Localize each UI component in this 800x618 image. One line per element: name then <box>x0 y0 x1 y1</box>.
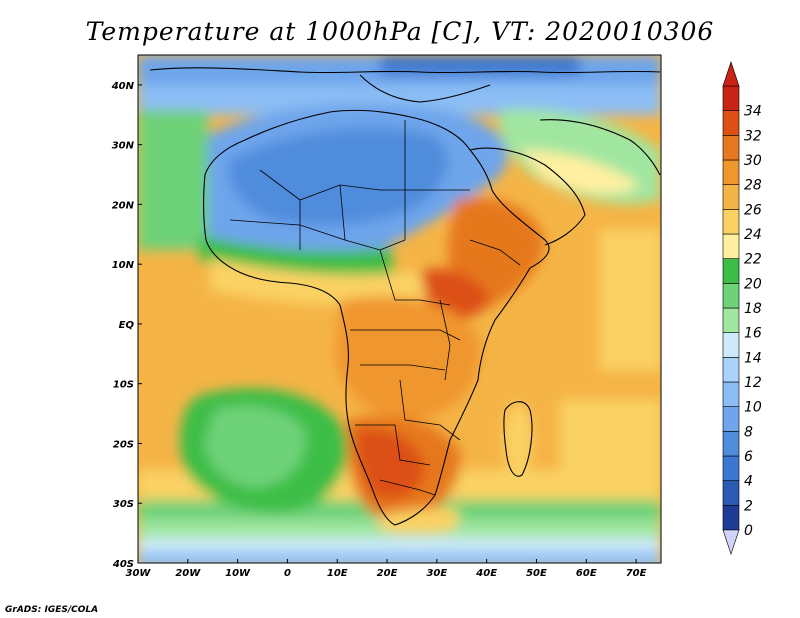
lon-tick-label: 60E <box>576 568 597 579</box>
colorbar-tick-label: 0 <box>744 523 753 539</box>
colorbar-swatch <box>722 258 740 284</box>
lon-tick-label: 40E <box>475 568 497 579</box>
colorbar-tick-label: 14 <box>744 350 762 366</box>
lat-tick-label: 30S <box>113 499 134 510</box>
colorbar-tick-label: 10 <box>744 400 762 416</box>
colorbar-tick-label: 4 <box>744 474 753 490</box>
lat-tick-label: 10N <box>112 260 135 271</box>
colorbar-tick-label: 32 <box>744 128 762 144</box>
lon-tick-label: 30W <box>126 568 152 579</box>
colorbar-tick-label: 26 <box>744 202 762 218</box>
map-axis-ticks: 30W 20W 10W 0 10E 20E 30E 40E 50E 60E 70E 40N 30N 20N… <box>111 81 647 579</box>
lat-tick-label: 20S <box>113 439 134 450</box>
colorbar-swatch <box>722 431 740 457</box>
colorbar-swatch <box>722 135 740 161</box>
lat-tick-label: 20N <box>112 200 135 211</box>
colorbar-tick-label: 8 <box>744 424 753 440</box>
map-frame <box>137 54 662 564</box>
colorbar-tick-label: 12 <box>744 375 762 391</box>
colorbar-tick-label: 16 <box>744 326 762 342</box>
lon-tick-label: 10E <box>327 568 348 579</box>
coastlines <box>149 67 661 526</box>
colorbar-swatch <box>722 406 740 432</box>
colorbar-over-arrow <box>722 61 740 87</box>
colorbar-swatch <box>722 159 740 185</box>
country-borders <box>229 120 521 496</box>
lon-tick-label: 30E <box>426 568 447 579</box>
colorbar-swatch <box>722 85 740 111</box>
colorbar-swatch <box>722 381 740 407</box>
lon-tick-label: 10W <box>225 568 251 579</box>
colorbar-tick-label: 20 <box>744 276 762 292</box>
colorbar-swatch <box>722 332 740 358</box>
colorbar-tick-label: 34 <box>744 104 762 120</box>
lon-tick-label: 20W <box>175 568 201 579</box>
lon-tick-label: 70E <box>626 568 647 579</box>
colorbar-swatch <box>722 357 740 383</box>
colorbar-tick-label: 18 <box>744 301 762 317</box>
lon-tick-label: 50E <box>526 568 547 579</box>
chart-title: Temperature at 1000hPa [C], VT: 20200103… <box>86 17 715 46</box>
lat-tick-label: 40N <box>111 81 135 92</box>
colorbar-swatch <box>722 455 740 481</box>
grads-credit: GrADS: IGES/COLA <box>5 605 98 615</box>
colorbar-swatch <box>722 209 740 235</box>
colorbar-tick-label: 28 <box>744 178 762 194</box>
colorbar-swatch <box>722 480 740 506</box>
lat-tick-label: 40S <box>112 559 134 570</box>
colorbar-swatch <box>722 307 740 333</box>
lon-tick-label: 0 <box>284 568 291 579</box>
colorbar-tick-label: 22 <box>744 252 762 268</box>
map-panel <box>138 55 661 563</box>
lon-tick-label: 20E <box>377 568 398 579</box>
colorbar-swatch <box>722 184 740 210</box>
colorbar-swatch <box>722 233 740 259</box>
colorbar-swatch <box>722 505 740 531</box>
colorbar-under-arrow <box>722 529 740 555</box>
colorbar-tick-label: 24 <box>744 227 762 243</box>
colorbar-tick-label: 2 <box>744 498 753 514</box>
lat-tick-label: EQ <box>119 320 135 331</box>
colorbar-tick-label: 30 <box>744 153 762 169</box>
colorbar-tick-label: 6 <box>744 449 753 465</box>
lat-tick-label: 30N <box>112 141 135 152</box>
colorbar-swatch <box>722 110 740 136</box>
colorbar-swatch <box>722 283 740 309</box>
lat-tick-label: 10S <box>113 380 134 391</box>
temperature-field <box>138 55 661 563</box>
